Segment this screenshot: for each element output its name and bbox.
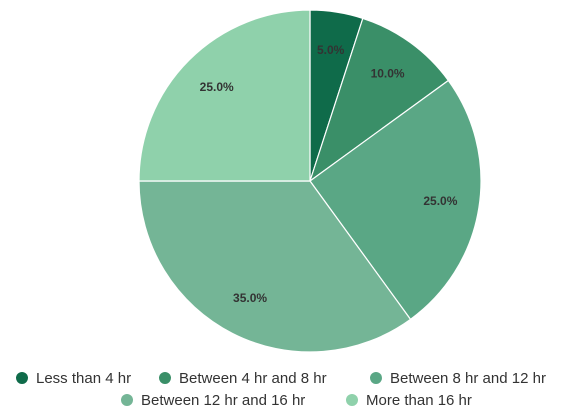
legend-swatch <box>159 372 171 384</box>
legend-swatch <box>121 394 133 406</box>
value-label: 35.0% <box>233 291 267 305</box>
pie-slice <box>138 180 412 353</box>
legend-label: Between 4 hr and 8 hr <box>179 370 327 387</box>
value-label: 25.0% <box>423 194 457 208</box>
legend-label: Less than 4 hr <box>36 370 131 387</box>
legend-label: Between 12 hr and 16 hr <box>141 392 305 408</box>
pie-slice <box>309 79 482 321</box>
legend-label: Between 8 hr and 12 hr <box>390 370 546 387</box>
pie-slice <box>138 9 311 182</box>
value-label: 5.0% <box>317 43 345 57</box>
pie-slice <box>308 17 450 183</box>
legend-swatch <box>16 372 28 384</box>
legend-label: More than 16 hr <box>366 392 472 408</box>
legend-swatch <box>370 372 382 384</box>
value-label: 10.0% <box>371 66 405 80</box>
value-label: 25.0% <box>200 80 234 94</box>
legend-swatch <box>346 394 358 406</box>
